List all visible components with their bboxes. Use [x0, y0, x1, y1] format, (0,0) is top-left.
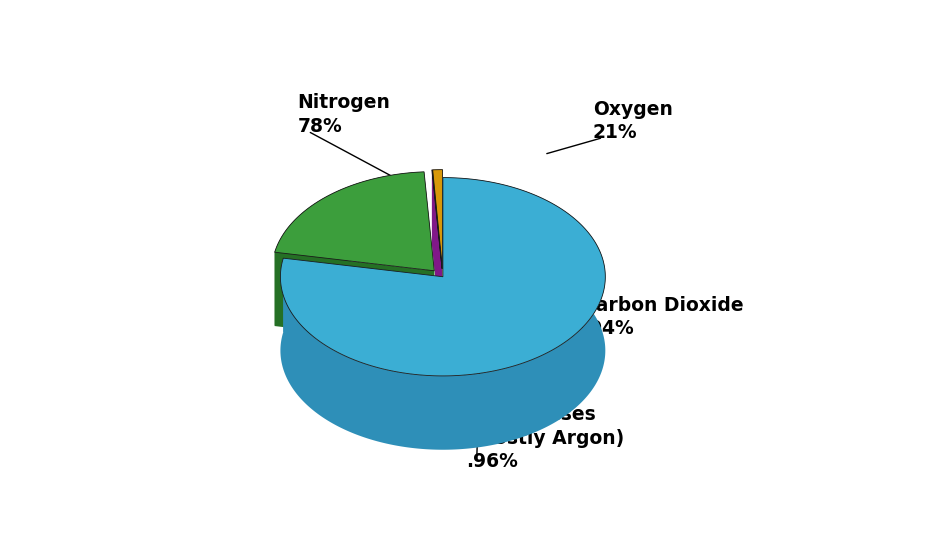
Polygon shape [274, 172, 434, 271]
Text: Other Gases
(mostly Argon)
.96%: Other Gases (mostly Argon) .96% [466, 406, 624, 471]
Polygon shape [432, 170, 442, 269]
Text: Nitrogen
78%: Nitrogen 78% [298, 93, 391, 136]
Polygon shape [281, 178, 605, 376]
Polygon shape [432, 170, 443, 342]
Text: Carbon Dioxide
.04%: Carbon Dioxide .04% [582, 296, 744, 338]
Text: Oxygen
21%: Oxygen 21% [592, 100, 672, 142]
Polygon shape [432, 170, 442, 342]
Polygon shape [284, 258, 443, 351]
Polygon shape [424, 172, 434, 345]
Polygon shape [432, 170, 443, 269]
Polygon shape [274, 252, 434, 345]
Polygon shape [274, 172, 424, 326]
Polygon shape [432, 170, 443, 244]
Polygon shape [432, 170, 442, 342]
Polygon shape [281, 178, 605, 450]
